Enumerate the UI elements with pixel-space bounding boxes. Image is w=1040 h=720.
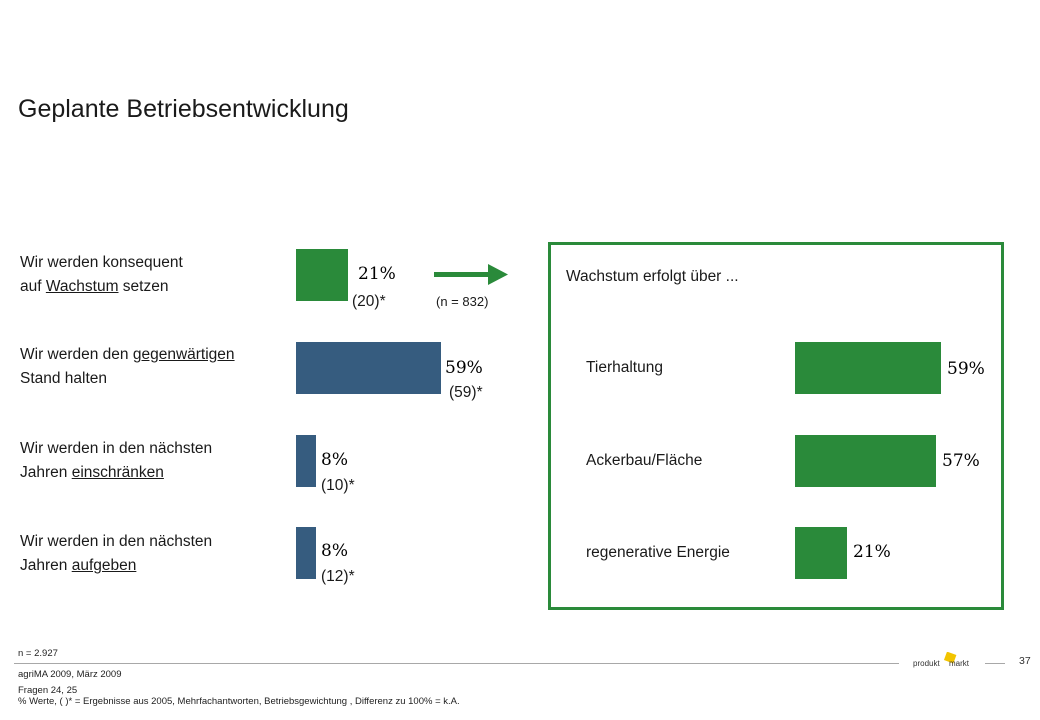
page-number: 37 <box>1019 655 1031 667</box>
arrow-right-icon <box>434 264 508 285</box>
bar-einschraenken <box>296 435 316 487</box>
footer-divider-right <box>985 663 1005 664</box>
footer-source: agriMA 2009, März 2009 <box>18 669 122 680</box>
value-label-energie: 21% <box>853 542 891 562</box>
growth-panel <box>548 242 1004 610</box>
value-label-wachstum: 21% <box>358 264 396 284</box>
footer-n-total: n = 2.927 <box>18 648 58 659</box>
svg-text:markt: markt <box>949 659 970 668</box>
footer-questions: Fragen 24, 25 <box>18 685 78 696</box>
right-label-tierhaltung: Tierhaltung <box>586 359 663 376</box>
value-label-tierhaltung: 59% <box>947 359 985 379</box>
right-label-energie: regenerative Energie <box>586 544 730 561</box>
row-label-1: Wir werden den gegenwärtigen Stand halte… <box>20 346 235 387</box>
right-label-ackerbau: Ackerbau/Fläche <box>586 452 703 469</box>
prev-label-wachstum: (20)* <box>352 293 386 310</box>
row-label-3: Wir werden in den nächsten Jahren aufgeb… <box>20 533 213 574</box>
bar-energie <box>795 527 847 579</box>
value-label-einschraenken: 8% <box>321 450 348 470</box>
sample-size-note: (n = 832) <box>436 294 489 309</box>
bar-aufgeben <box>296 527 316 579</box>
value-label-stand-halten: 59% <box>445 358 483 378</box>
produkt-markt-logo: produkt markt <box>912 652 976 670</box>
prev-label-einschraenken: (10)* <box>321 477 355 494</box>
panel-title: Wachstum erfolgt über ... <box>566 268 739 285</box>
row-label-0: Wir werden konsequent auf Wachstum setze… <box>20 254 183 295</box>
bar-stand-halten <box>296 342 441 394</box>
bar-wachstum <box>296 249 348 301</box>
row-label-2: Wir werden in den nächsten Jahren einsch… <box>20 440 213 481</box>
footer-divider <box>14 663 899 664</box>
value-label-aufgeben: 8% <box>321 541 348 561</box>
value-label-ackerbau: 57% <box>942 451 980 471</box>
prev-label-stand-halten: (59)* <box>449 384 483 401</box>
page-title: Geplante Betriebsentwicklung <box>18 95 349 123</box>
bar-ackerbau <box>795 435 936 487</box>
svg-text:produkt: produkt <box>913 659 940 668</box>
bar-tierhaltung <box>795 342 941 394</box>
prev-label-aufgeben: (12)* <box>321 568 355 585</box>
footer-note: % Werte, ( )* = Ergebnisse aus 2005, Meh… <box>18 696 460 707</box>
